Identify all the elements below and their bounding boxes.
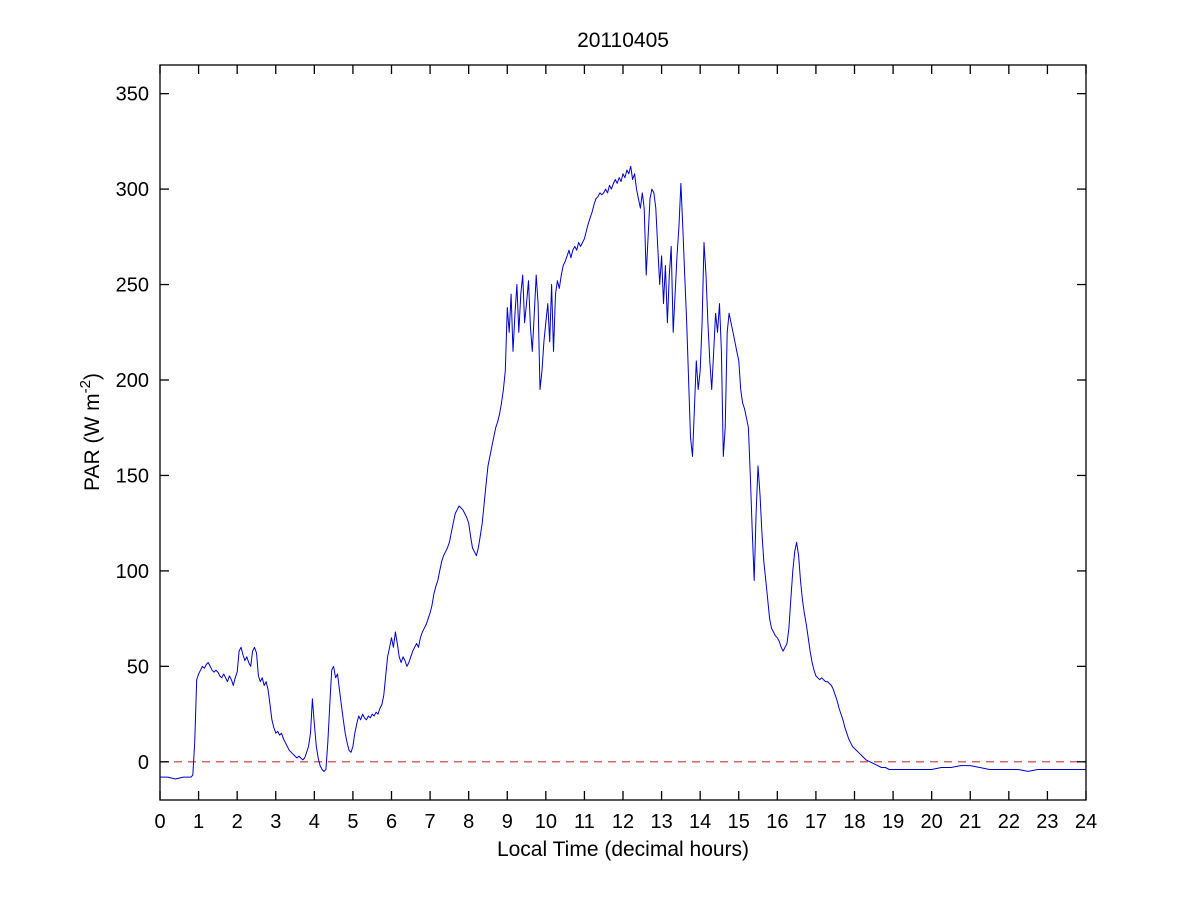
x-tick-label: 24 (1075, 811, 1097, 833)
y-tick-label: 100 (116, 561, 149, 583)
x-tick-label: 4 (309, 811, 320, 833)
x-tick-label: 1 (193, 811, 204, 833)
x-axis-label: Local Time (decimal hours) (497, 838, 749, 861)
x-tick-label: 10 (535, 811, 557, 833)
x-tick-label: 3 (270, 811, 281, 833)
par-series-line (160, 165, 1086, 780)
chart-title: 20110405 (577, 29, 669, 52)
y-tick-label: 300 (116, 179, 149, 201)
plot-area: 0 1 2 3 4 5 6 7 8 9 10 11 12 13 14 15 16 17 18 19 20 21 22 23 24… (116, 64, 1097, 833)
x-tick-label: 7 (425, 811, 436, 833)
x-tick-label: 19 (882, 811, 904, 833)
y-tick-label: 350 (116, 84, 149, 106)
x-tick-label: 9 (502, 811, 513, 833)
y-axis-label-superscript: -2 (77, 380, 94, 393)
x-tick-label: 12 (612, 811, 634, 833)
y-tick-label: 150 (116, 465, 149, 487)
x-tick-label: 23 (1036, 811, 1058, 833)
y-tick-label: 50 (127, 656, 149, 678)
y-axis-label-prefix: PAR (W m (81, 393, 104, 491)
x-tick-label: 16 (766, 811, 788, 833)
y-axis-label: PAR (W m-2) (77, 373, 104, 491)
x-tick-label: 14 (689, 811, 711, 833)
x-tick-label: 13 (650, 811, 672, 833)
x-tick-label: 17 (805, 811, 827, 833)
x-tick-label: 21 (959, 811, 981, 833)
y-axis-label-suffix: ) (81, 373, 104, 380)
x-tick-label: 0 (154, 811, 165, 833)
x-tick-label: 22 (998, 811, 1020, 833)
x-tick-label: 6 (386, 811, 397, 833)
x-tick-label: 8 (463, 811, 474, 833)
x-tick-label: 5 (347, 811, 358, 833)
y-tick-label: 250 (116, 275, 149, 297)
x-tick-label: 11 (574, 811, 595, 833)
x-tick-label: 2 (232, 811, 243, 833)
x-tick-label: 18 (843, 811, 865, 833)
x-tick-label: 20 (921, 811, 943, 833)
y-tick-label: 200 (116, 370, 149, 392)
x-tick-label: 15 (728, 811, 750, 833)
y-tick-label: 0 (138, 752, 149, 774)
